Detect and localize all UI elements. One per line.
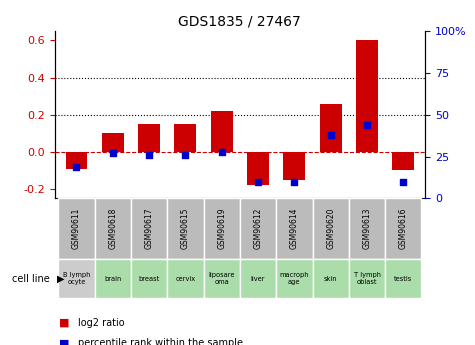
Bar xyxy=(276,198,313,259)
Text: T lymph
oblast: T lymph oblast xyxy=(353,272,380,285)
Bar xyxy=(284,152,305,180)
Bar xyxy=(356,40,378,152)
Text: testis: testis xyxy=(394,276,412,282)
Bar xyxy=(247,152,269,185)
Text: cervix: cervix xyxy=(175,276,195,282)
Bar xyxy=(167,198,204,259)
Text: GSM90612: GSM90612 xyxy=(254,208,263,249)
Bar xyxy=(349,259,385,298)
Point xyxy=(145,152,153,158)
Text: GSM90620: GSM90620 xyxy=(326,208,335,249)
Text: ▶: ▶ xyxy=(57,274,65,284)
Bar xyxy=(95,259,131,298)
Bar xyxy=(204,198,240,259)
Bar xyxy=(349,198,385,259)
Bar xyxy=(58,259,95,298)
Point xyxy=(73,164,80,169)
Text: ■: ■ xyxy=(59,318,70,327)
Point xyxy=(327,132,334,138)
Bar xyxy=(66,152,87,169)
Bar xyxy=(240,198,276,259)
Text: GSM90619: GSM90619 xyxy=(217,208,226,249)
Title: GDS1835 / 27467: GDS1835 / 27467 xyxy=(179,14,301,29)
Text: percentile rank within the sample: percentile rank within the sample xyxy=(78,338,243,345)
Text: B lymph
ocyte: B lymph ocyte xyxy=(63,272,90,285)
Bar xyxy=(58,198,95,259)
Bar xyxy=(167,259,204,298)
Text: liver: liver xyxy=(251,276,265,282)
Text: log2 ratio: log2 ratio xyxy=(78,318,125,327)
Text: cell line: cell line xyxy=(12,274,50,284)
Point xyxy=(363,122,371,128)
Bar xyxy=(385,259,421,298)
Bar xyxy=(131,259,167,298)
Bar xyxy=(240,259,276,298)
Bar xyxy=(131,198,167,259)
Bar xyxy=(204,259,240,298)
Bar xyxy=(138,124,160,152)
Text: breast: breast xyxy=(138,276,160,282)
Text: GSM90614: GSM90614 xyxy=(290,208,299,249)
Bar xyxy=(313,259,349,298)
Text: liposare
oma: liposare oma xyxy=(209,272,235,285)
Point xyxy=(218,149,226,154)
Text: skin: skin xyxy=(324,276,337,282)
Point xyxy=(254,179,262,184)
Text: GSM90615: GSM90615 xyxy=(181,208,190,249)
Text: GSM90613: GSM90613 xyxy=(362,208,371,249)
Text: GSM90616: GSM90616 xyxy=(399,208,408,249)
Text: ■: ■ xyxy=(59,338,70,345)
Bar xyxy=(313,198,349,259)
Point xyxy=(399,179,407,184)
Bar xyxy=(276,259,313,298)
Bar xyxy=(320,104,342,152)
Bar xyxy=(95,198,131,259)
Bar xyxy=(211,111,233,152)
Text: macroph
age: macroph age xyxy=(280,272,309,285)
Text: GSM90617: GSM90617 xyxy=(144,208,153,249)
Text: GSM90618: GSM90618 xyxy=(108,208,117,249)
Point xyxy=(181,152,189,158)
Point xyxy=(291,179,298,184)
Bar xyxy=(174,124,196,152)
Point xyxy=(109,150,116,156)
Bar xyxy=(392,152,414,170)
Text: brain: brain xyxy=(104,276,122,282)
Text: GSM90611: GSM90611 xyxy=(72,208,81,249)
Bar xyxy=(385,198,421,259)
Bar xyxy=(102,133,124,152)
